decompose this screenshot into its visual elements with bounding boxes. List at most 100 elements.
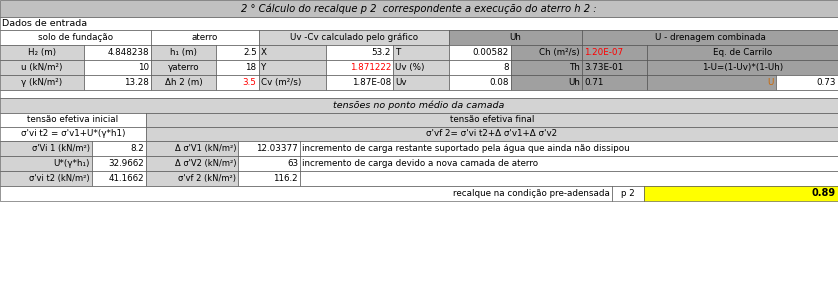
Bar xyxy=(0,98,838,113)
Text: Dados de entrada: Dados de entrada xyxy=(2,19,87,28)
Text: Th: Th xyxy=(569,63,580,72)
Text: σ'vi t2 (kN/m²): σ'vi t2 (kN/m²) xyxy=(29,174,90,183)
Text: σ'vf 2= σ'vi t2+Δ σ'v1+Δ σ'v2: σ'vf 2= σ'vi t2+Δ σ'v1+Δ σ'v2 xyxy=(427,130,557,139)
Text: U: U xyxy=(768,78,774,87)
Text: h₁ (m): h₁ (m) xyxy=(170,48,197,57)
Text: γaterro: γaterro xyxy=(168,63,199,72)
Text: Δh 2 (m): Δh 2 (m) xyxy=(165,78,203,87)
Text: solo de fundação: solo de fundação xyxy=(38,33,113,42)
Bar xyxy=(582,75,647,90)
Bar xyxy=(326,45,393,60)
Text: T: T xyxy=(396,48,401,57)
Text: Cv (m²/s): Cv (m²/s) xyxy=(261,78,301,87)
Text: 8: 8 xyxy=(503,63,509,72)
Text: incremento de carga restante suportado pela água que ainda não dissipou: incremento de carga restante suportado p… xyxy=(302,144,629,153)
Text: 63: 63 xyxy=(287,159,298,168)
Bar xyxy=(238,156,300,171)
Bar xyxy=(92,141,146,156)
Bar xyxy=(0,75,84,90)
Bar xyxy=(393,60,448,75)
Text: 1-U=(1-Uv)*(1-Uh): 1-U=(1-Uv)*(1-Uh) xyxy=(701,63,783,72)
Text: Δ σ'V1 (kN/m²): Δ σ'V1 (kN/m²) xyxy=(174,144,236,153)
Text: 1.871222: 1.871222 xyxy=(349,63,391,72)
Bar xyxy=(259,30,448,45)
Bar xyxy=(326,75,393,90)
Text: 4.848238: 4.848238 xyxy=(107,48,149,57)
Bar xyxy=(393,45,448,60)
Bar xyxy=(0,171,92,186)
Bar xyxy=(0,60,84,75)
Text: 0.08: 0.08 xyxy=(489,78,509,87)
Bar xyxy=(647,45,838,60)
Text: U*(γ*h₁): U*(γ*h₁) xyxy=(54,159,90,168)
Text: 3.73E-01: 3.73E-01 xyxy=(584,63,623,72)
Text: 2.5: 2.5 xyxy=(243,48,256,57)
Bar xyxy=(300,171,838,186)
Bar xyxy=(448,45,511,60)
Bar xyxy=(448,30,582,45)
Text: tensão efetiva final: tensão efetiva final xyxy=(450,115,534,124)
Bar xyxy=(647,60,838,75)
Bar xyxy=(511,60,582,75)
Text: σ'Vi 1 (kN/m²): σ'Vi 1 (kN/m²) xyxy=(32,144,90,153)
Bar xyxy=(582,60,647,75)
Bar xyxy=(152,30,259,45)
Bar xyxy=(146,156,238,171)
Text: 116.2: 116.2 xyxy=(273,174,298,183)
Text: Uv: Uv xyxy=(396,78,406,87)
Text: X: X xyxy=(261,48,266,57)
Text: 0.71: 0.71 xyxy=(584,78,603,87)
Text: σ'vi t2 = σ'v1+U*(γ*h1): σ'vi t2 = σ'v1+U*(γ*h1) xyxy=(21,130,125,139)
Bar xyxy=(776,75,838,90)
Bar xyxy=(216,45,259,60)
Bar xyxy=(300,156,838,171)
Text: 53.2: 53.2 xyxy=(372,48,391,57)
Bar xyxy=(259,75,326,90)
Text: σ'vf 2 (kN/m²): σ'vf 2 (kN/m²) xyxy=(178,174,236,183)
Text: Δ σ'V2 (kN/m²): Δ σ'V2 (kN/m²) xyxy=(174,159,236,168)
Bar xyxy=(448,75,511,90)
Text: H₂ (m): H₂ (m) xyxy=(28,48,56,57)
Bar xyxy=(216,75,259,90)
Text: Y: Y xyxy=(261,63,266,72)
Text: Uh: Uh xyxy=(568,78,580,87)
Text: incremento de carga devido a nova camada de aterro: incremento de carga devido a nova camada… xyxy=(302,159,538,168)
Text: γ (kN/m²): γ (kN/m²) xyxy=(22,78,63,87)
Bar xyxy=(0,90,838,98)
Bar xyxy=(448,60,511,75)
Text: p 2: p 2 xyxy=(621,189,635,198)
Bar xyxy=(84,45,152,60)
Bar xyxy=(84,60,152,75)
Text: 13.28: 13.28 xyxy=(124,78,149,87)
Text: Uh: Uh xyxy=(510,33,521,42)
Text: 2 ° Cálculo do recalque p 2  correspondente a execução do aterro h 2 :: 2 ° Cálculo do recalque p 2 corresponden… xyxy=(241,3,597,14)
Bar xyxy=(0,156,92,171)
Text: 18: 18 xyxy=(246,63,256,72)
Text: recalque na condição pre-adensada: recalque na condição pre-adensada xyxy=(453,189,610,198)
Text: 10: 10 xyxy=(138,63,149,72)
Text: 0.73: 0.73 xyxy=(816,78,836,87)
Bar xyxy=(326,60,393,75)
Bar xyxy=(84,75,152,90)
Bar xyxy=(511,75,582,90)
Text: 0.89: 0.89 xyxy=(812,188,836,198)
Text: 1.20E-07: 1.20E-07 xyxy=(584,48,623,57)
Bar xyxy=(0,113,146,127)
Bar xyxy=(393,75,448,90)
Text: u (kN/m²): u (kN/m²) xyxy=(21,63,63,72)
Text: 32.9662: 32.9662 xyxy=(108,159,144,168)
Bar xyxy=(146,113,838,127)
Text: 0.00582: 0.00582 xyxy=(473,48,509,57)
Text: Uv (%): Uv (%) xyxy=(396,63,425,72)
Bar xyxy=(0,45,84,60)
Bar xyxy=(152,60,216,75)
Text: aterro: aterro xyxy=(192,33,218,42)
Bar xyxy=(152,75,216,90)
Text: 8.2: 8.2 xyxy=(130,144,144,153)
Bar xyxy=(238,171,300,186)
Bar xyxy=(582,30,838,45)
Bar xyxy=(238,141,300,156)
Bar xyxy=(0,30,152,45)
Text: tensão efetiva inicial: tensão efetiva inicial xyxy=(28,115,118,124)
Bar xyxy=(644,186,838,201)
